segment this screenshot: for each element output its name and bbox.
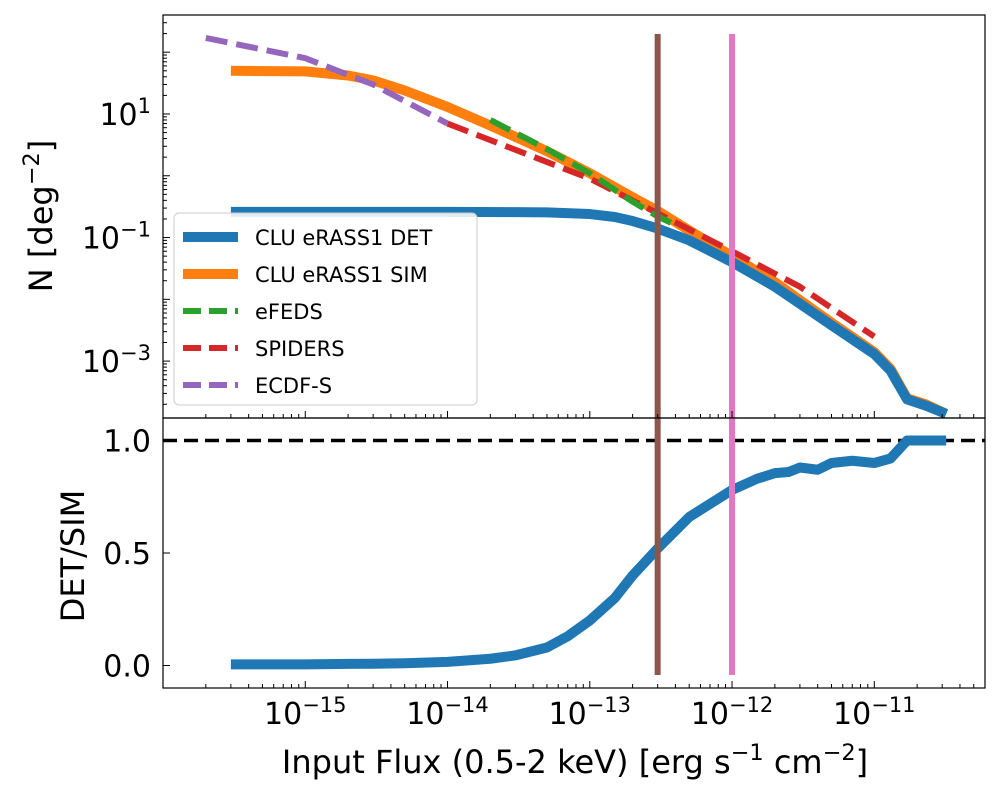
legend-label: CLU eRASS1 SIM (255, 263, 428, 287)
bottom-y-tick-label: 0.0 (103, 650, 151, 685)
legend-label: SPIDERS (255, 337, 345, 361)
legend: CLU eRASS1 DET CLU eRASS1 SIM eFEDS SPIDERS… (173, 212, 478, 406)
x-tick-label: 10−12 (691, 693, 774, 732)
bottom-y-tick-label: 1.0 (103, 425, 151, 460)
axis-labels: 101 10−1 10−3 0.0 0.5 1.0 10−15 10−14 10−13 10−12… (19, 94, 916, 781)
legend-label: CLU eRASS1 DET (255, 226, 433, 250)
series-line-ecdf-s (205, 35, 449, 127)
top-y-tick-label: 101 (99, 94, 151, 133)
x-axis-label: Input Flux (0.5-2 keV) [erg s−1 cm−2] (282, 740, 868, 781)
top-y-axis-label: N [deg−2] (19, 140, 60, 292)
legend-label: ECDF-S (255, 374, 332, 398)
bottom-y-tick-label: 0.5 (103, 537, 151, 572)
top-y-tick-label: 10−3 (82, 341, 151, 380)
x-tick-label: 10−15 (264, 693, 347, 732)
ticks (162, 14, 986, 688)
bottom-panel (162, 417, 986, 689)
ratio-line (230, 435, 947, 670)
top-y-tick-label: 10−1 (82, 218, 151, 257)
series-line-clu-erass1-det (230, 206, 949, 418)
legend-box (173, 212, 478, 406)
x-tick-label: 10−13 (549, 693, 632, 732)
bottom-y-axis-label: DET/SIM (54, 490, 92, 623)
x-tick-label: 10−14 (406, 693, 489, 732)
top-panel (162, 14, 986, 419)
legend-label: eFEDS (255, 300, 323, 324)
x-tick-label: 10−11 (833, 693, 916, 732)
